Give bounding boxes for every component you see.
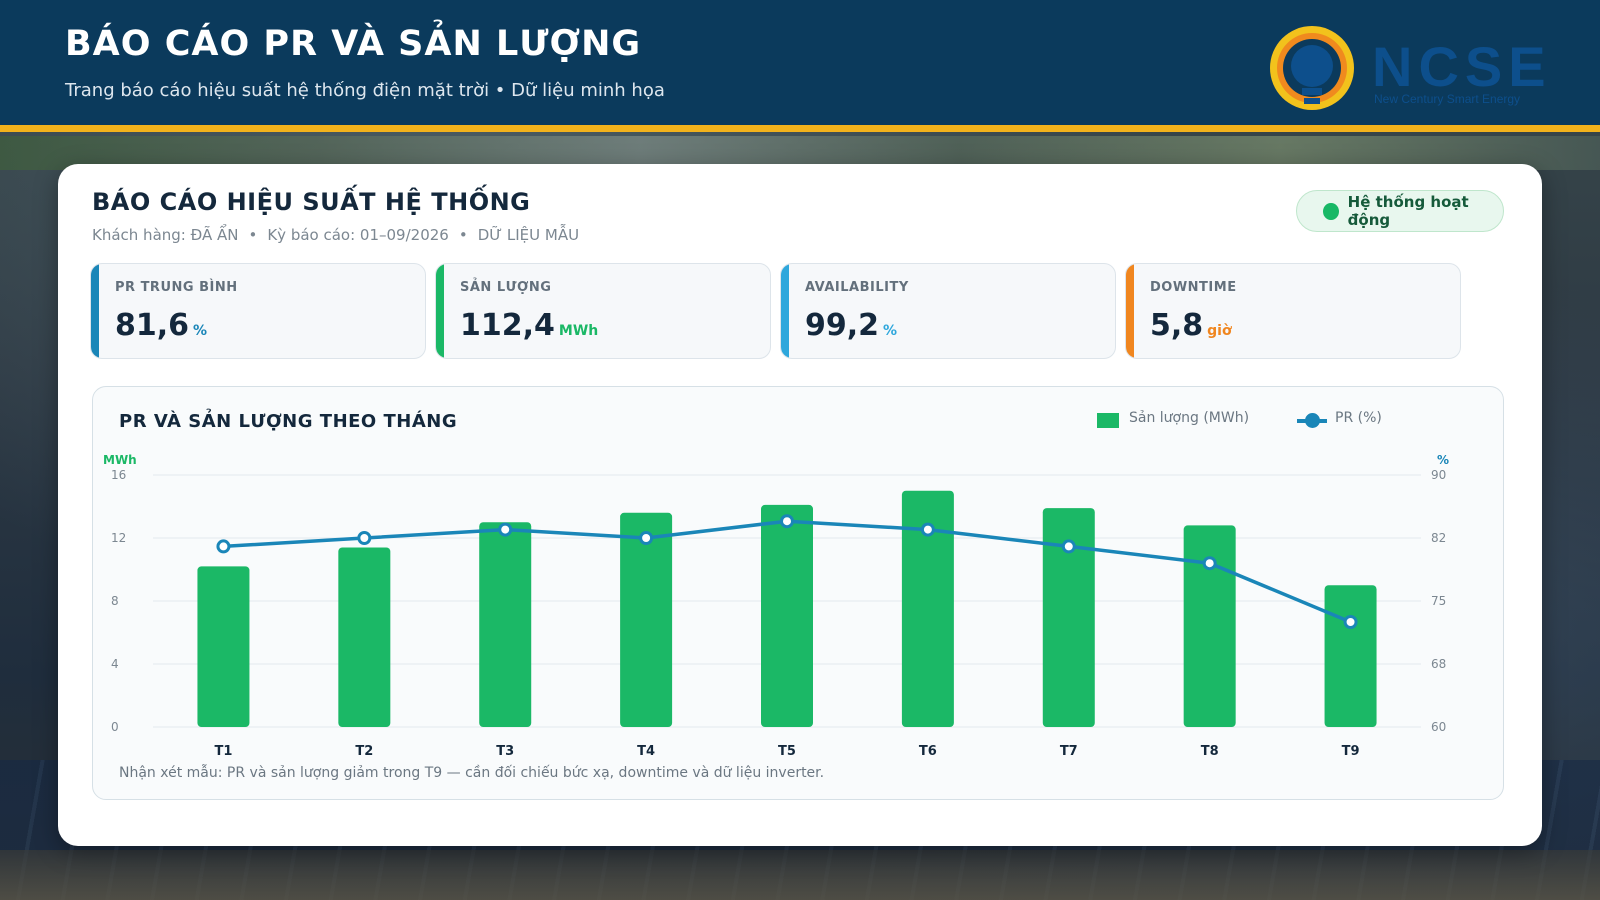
- logo-text: NCSE: [1372, 35, 1552, 98]
- pr-point: [920, 522, 935, 537]
- chart-bar: [761, 504, 813, 727]
- legend-bar-swatch-icon: [1097, 413, 1119, 428]
- page-subtitle: Trang báo cáo hiệu suất hệ thống điện mặ…: [65, 80, 665, 101]
- left-tick-label: 4: [111, 657, 119, 671]
- chart-bar: [197, 566, 250, 727]
- kpi-label: SẢN LƯỢNG: [460, 280, 552, 295]
- kpi-card-availability: AVAILABILITY 99,2%: [780, 263, 1116, 359]
- legend-label: PR (%): [1335, 409, 1382, 426]
- x-tick-label: T9: [1342, 744, 1360, 759]
- pr-point: [1202, 556, 1217, 571]
- kpi-unit: MWh: [558, 323, 599, 339]
- pr-point: [216, 539, 231, 554]
- page-header: BÁO CÁO PR VÀ SẢN LƯỢNG Trang báo cáo hi…: [0, 0, 1600, 132]
- kpi-accent-bar: [91, 264, 99, 358]
- x-tick-label: T3: [496, 744, 514, 759]
- chart-bar: [901, 490, 954, 727]
- chart-bar: [479, 522, 532, 727]
- report-card: BÁO CÁO HIỆU SUẤT HỆ THỐNG Khách hàng: Đ…: [58, 164, 1542, 846]
- right-tick-label: 82: [1431, 531, 1446, 545]
- customer-label: Khách hàng: ĐÃ ẨN: [92, 226, 239, 244]
- right-tick-label: 60: [1431, 720, 1446, 734]
- kpi-value: 5,8: [1150, 308, 1204, 343]
- left-tick-label: 16: [111, 468, 126, 482]
- right-tick-label: 68: [1431, 657, 1446, 671]
- pr-point: [1061, 539, 1076, 554]
- left-tick-label: 0: [111, 720, 119, 734]
- pr-output-chart: 0 60 4 68 8 75 12 82 16 90 MWh % T1 T2 T3 T4 T5 T6 T7 T8 T9: [103, 453, 1449, 759]
- x-tick-label: T1: [214, 744, 232, 759]
- right-axis-unit: %: [1437, 453, 1449, 467]
- right-tick-label: 90: [1431, 468, 1446, 482]
- x-tick-label: T7: [1060, 744, 1078, 759]
- report-title: BÁO CÁO HIỆU SUẤT HỆ THỐNG: [92, 188, 531, 216]
- meta-separator: •: [248, 226, 258, 244]
- status-dot-icon: [1323, 202, 1339, 220]
- kpi-card-output: SẢN LƯỢNG 112,4 MWh: [435, 263, 771, 359]
- chart-bar: [1042, 508, 1095, 727]
- kpi-unit: %: [193, 323, 208, 339]
- chart-bar: [620, 512, 673, 727]
- chart-panel: PR VÀ SẢN LƯỢNG THEO THÁNG Sản lượng (MW…: [92, 386, 1504, 800]
- kpi-accent-bar: [781, 264, 789, 358]
- kpi-accent-bar: [436, 264, 444, 358]
- x-tick-label: T4: [637, 744, 655, 759]
- kpi-accent-bar: [1126, 264, 1134, 358]
- pr-point: [639, 531, 654, 545]
- left-tick-label: 12: [111, 531, 126, 545]
- x-tick-label: T2: [355, 744, 373, 759]
- status-badge: Hệ thống hoạt động: [1296, 190, 1504, 232]
- ncse-logo: NCSE New Century Smart Energy: [1262, 20, 1562, 120]
- kpi-unit: giờ: [1207, 323, 1232, 339]
- x-tick-label: T8: [1201, 744, 1219, 759]
- pr-point: [780, 514, 794, 529]
- kpi-value: 112,4: [460, 308, 555, 343]
- kpi-label: PR TRUNG BÌNH: [115, 280, 238, 295]
- legend-item-output[interactable]: Sản lượng (MWh): [1097, 407, 1249, 428]
- bulb-logo-icon: [1270, 26, 1354, 110]
- chart-title: PR VÀ SẢN LƯỢNG THEO THÁNG: [119, 411, 458, 432]
- chart-note: Nhận xét mẫu: PR và sản lượng giảm trong…: [119, 765, 825, 781]
- legend-line-swatch-icon: [1297, 413, 1327, 428]
- kpi-value: 99,2: [805, 308, 880, 343]
- kpi-card-pr: PR TRUNG BÌNH 81,6%: [90, 263, 426, 359]
- legend-label: Sản lượng (MWh): [1129, 409, 1250, 426]
- status-label: Hệ thống hoạt động: [1347, 193, 1469, 229]
- x-tick-label: T5: [778, 744, 796, 759]
- kpi-value: 81,6: [115, 308, 190, 343]
- chart-bar: [338, 547, 391, 727]
- pr-point: [498, 522, 513, 537]
- data-tag: DỮ LIỆU MẪU: [477, 226, 580, 244]
- chart-bar: [1183, 525, 1236, 727]
- left-axis-unit: MWh: [103, 453, 137, 467]
- left-tick-label: 8: [111, 594, 119, 608]
- kpi-label: AVAILABILITY: [805, 280, 909, 295]
- period-label: Kỳ báo cáo: 01–09/2026: [267, 226, 449, 244]
- chart-bar: [1324, 585, 1377, 727]
- logo-tagline: New Century Smart Energy: [1374, 92, 1521, 106]
- kpi-card-downtime: DOWNTIME 5,8 giờ: [1125, 263, 1461, 359]
- kpi-label: DOWNTIME: [1150, 280, 1237, 295]
- meta-separator: •: [458, 226, 468, 244]
- right-tick-label: 75: [1431, 594, 1446, 608]
- pr-point: [1343, 615, 1358, 629]
- kpi-unit: %: [883, 323, 898, 339]
- pr-point: [357, 531, 372, 545]
- page-title: BÁO CÁO PR VÀ SẢN LƯỢNG: [65, 24, 642, 64]
- background-ground: [0, 850, 1600, 900]
- legend-item-pr[interactable]: PR (%): [1297, 407, 1382, 428]
- report-meta: Khách hàng: ĐÃ ẨN • Kỳ báo cáo: 01–09/2026…: [92, 226, 579, 244]
- x-tick-label: T6: [919, 744, 937, 759]
